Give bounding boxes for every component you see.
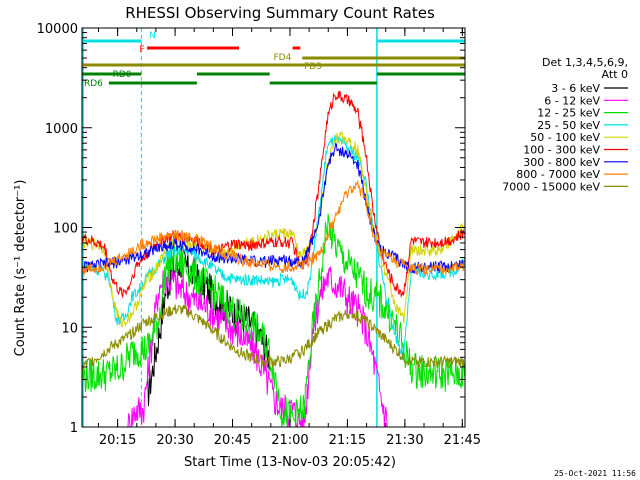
y-tick-label-2: 100 [53,222,78,237]
annotation-fd4-label: FD4 [274,53,292,63]
x-tick-label-0: 20:15 [99,433,136,448]
series-line-2 [81,213,466,428]
legend-label-5: 100 - 300 keV [523,144,600,157]
chart-title: RHESSI Observing Summary Count Rates [125,4,435,22]
y-axis-label: Count Rate (s⁻¹ detector⁻¹) [13,180,28,357]
y-tick-label-4: 10000 [37,22,78,37]
x-tick-label-5: 21:30 [386,433,423,448]
series-line-3 [81,134,466,361]
series-line-1 [127,266,388,428]
generated-timestamp: 25-Oct-2021 11:56 [554,469,636,478]
legend-label-6: 300 - 800 keV [523,156,600,169]
legend-label-7: 800 - 7000 keV [516,168,600,181]
legend-label-3: 25 - 50 keV [537,119,600,132]
y-tick-label-3: 1000 [45,122,78,137]
x-tick-label-2: 20:45 [214,433,251,448]
series-line-5 [81,90,466,298]
annotation-fd5-label: FD5 [304,62,322,72]
series-line-8 [81,304,466,370]
series-line-7 [81,180,465,276]
annotation-n-label: N [149,31,156,41]
legend-header-0: Det 1,3,4,5,6,9, [542,56,628,69]
annotation-rd6-label: RD6 [84,79,103,89]
legend-header-1: Att 0 [602,68,628,81]
series-line-0 [146,248,270,407]
series-line-6 [81,142,465,274]
x-tick-label-1: 20:30 [156,433,193,448]
legend-label-2: 12 - 25 keV [537,107,600,120]
legend-label-1: 6 - 12 keV [544,94,600,107]
axes: 20:15 20:30 20:45 21:00 21:15 21:30 21:45 1 10 10… [37,22,481,448]
legend-label-4: 50 - 100 keV [530,131,600,144]
legend-label-0: 3 - 6 keV [551,82,600,95]
y-tick-label-0: 1 [70,421,78,436]
legend-label-8: 7000 - 15000 keV [502,180,600,193]
x-tick-label-3: 21:00 [271,433,308,448]
x-tick-label-6: 21:45 [444,433,481,448]
x-axis-label: Start Time (13-Nov-03 20:05:42) [184,455,396,470]
series-line-4 [81,131,466,328]
annotation-rd0-label: RD0 [113,70,132,80]
annotation-f-label: F [139,45,144,55]
y-tick-label-1: 10 [61,321,78,336]
annotation-bars: NF FD4 FD5 RD0 RD6 [82,31,465,89]
x-tick-label-4: 21:15 [329,433,366,448]
data-series [81,90,466,428]
